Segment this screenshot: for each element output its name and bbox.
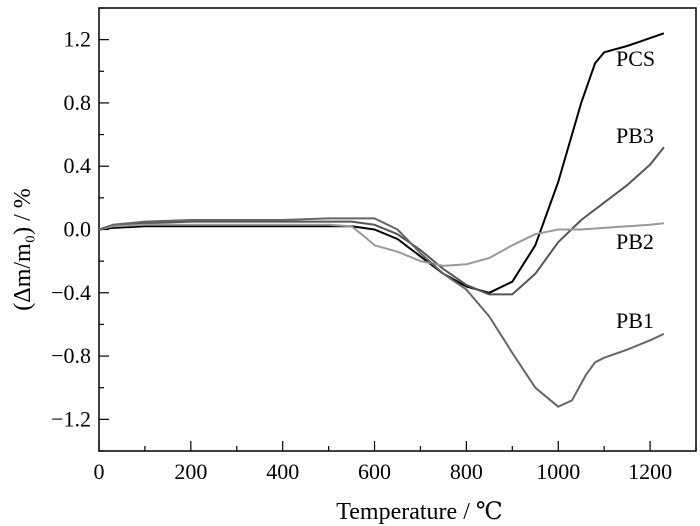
x-tick-label: 800 bbox=[450, 459, 483, 484]
x-axis-title: Temperature / ℃ bbox=[336, 499, 502, 525]
x-tick-label: 600 bbox=[358, 459, 391, 484]
series-line-pb3 bbox=[98, 146, 665, 296]
x-tick-labels: 0 200 400 600 800 1000 1200 bbox=[94, 459, 673, 484]
y-tick-label: −0.4 bbox=[51, 280, 91, 305]
series-line-pcs bbox=[98, 32, 665, 294]
y-tick-label: 1.2 bbox=[64, 27, 92, 52]
y-tick-label: −0.8 bbox=[51, 343, 91, 368]
x-tick-label: 1000 bbox=[536, 459, 580, 484]
series-layer bbox=[98, 32, 665, 408]
series-labels: PCS PB3 PB2 PB1 bbox=[616, 46, 655, 333]
series-line-pb2 bbox=[98, 222, 665, 267]
series-label-pcs: PCS bbox=[616, 46, 655, 71]
x-tick-label: 1200 bbox=[628, 459, 672, 484]
series-line-pb1 bbox=[98, 217, 665, 408]
x-tick-label: 400 bbox=[266, 459, 299, 484]
y-tick-label: 0.8 bbox=[64, 90, 92, 115]
x-tick-label: 200 bbox=[174, 459, 207, 484]
y-tick-label: 0.4 bbox=[64, 153, 92, 178]
y-tick-label: 0.0 bbox=[64, 217, 92, 242]
series-label-pb2: PB2 bbox=[616, 229, 654, 254]
series-label-pb3: PB3 bbox=[616, 123, 654, 148]
plot-area bbox=[98, 7, 697, 452]
series-label-pb1: PB1 bbox=[616, 308, 654, 333]
y-tick-labels: 1.2 0.8 0.4 0.0 −0.4 −0.8 −1.2 bbox=[51, 27, 91, 432]
x-tick-label: 0 bbox=[94, 459, 105, 484]
y-axis-title: (Δm/m₀) / % bbox=[10, 188, 36, 310]
y-tick-label: −1.2 bbox=[51, 406, 91, 431]
